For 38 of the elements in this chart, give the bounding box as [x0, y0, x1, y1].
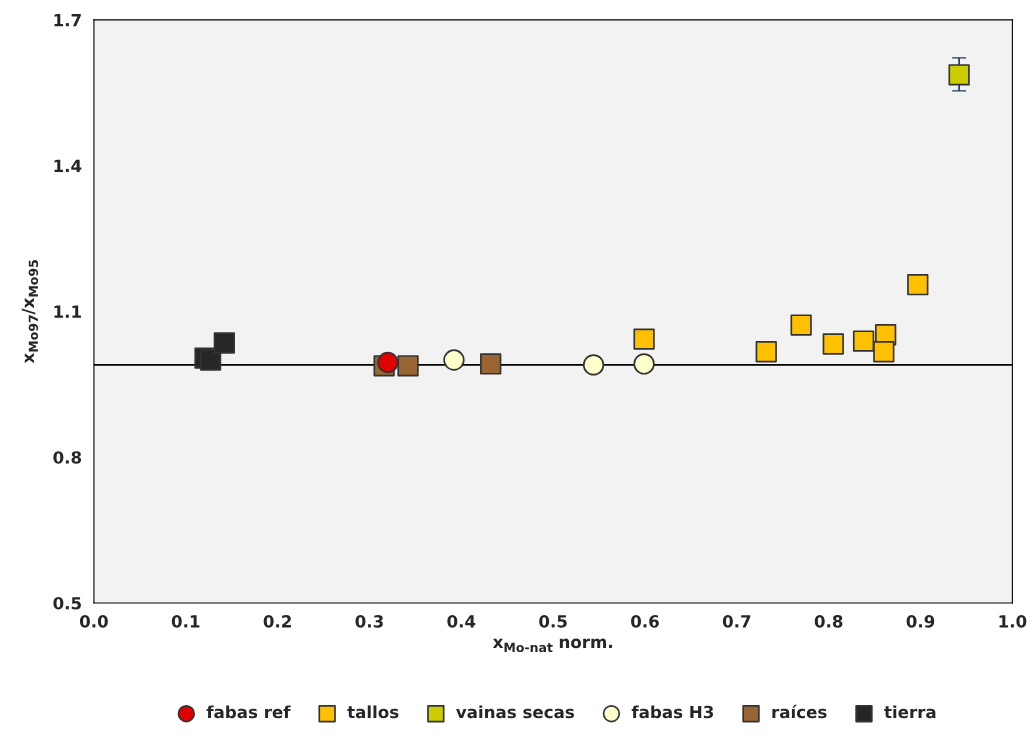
point [852, 330, 875, 352]
point [790, 314, 812, 336]
point [633, 328, 655, 350]
y-tick-label: 1.7 [54, 14, 81, 27]
x-tick-label: 0.9 [906, 615, 935, 628]
point [633, 353, 655, 375]
point [213, 332, 235, 354]
point [582, 354, 605, 376]
point [397, 355, 419, 377]
x-tick-label: 0.2 [263, 615, 291, 628]
legend-label: fabas H3 [631, 705, 714, 719]
x-tick-label: 0.4 [447, 615, 476, 628]
y-tick-label: 1.1 [54, 305, 81, 318]
point [199, 349, 222, 371]
point [907, 274, 929, 296]
legend-label: raíces [772, 704, 827, 719]
point [443, 349, 465, 371]
y-axis-title: xMo97/xMo95 [21, 260, 39, 364]
x-tick-label: 1.0 [999, 615, 1027, 628]
y-tick-label: 0.5 [53, 596, 81, 610]
x-tick-label: 0.6 [631, 615, 659, 628]
point [873, 341, 895, 363]
x-tick-label: 0.8 [814, 615, 843, 628]
x-tick-label: 0.7 [722, 615, 751, 628]
x-tick-label: 0.0 [79, 615, 108, 628]
y-tick-label: 1.4 [54, 159, 82, 173]
x-tick-label: 0.1 [171, 615, 200, 628]
point [480, 353, 502, 375]
legend-label: tallos [347, 705, 399, 719]
point [822, 333, 844, 355]
point [948, 64, 970, 86]
x-tick-label: 0.5 [539, 615, 567, 628]
point [755, 341, 777, 363]
legend-label: tierra [884, 705, 936, 719]
legend-label: fabas ref [206, 705, 291, 719]
x-tick-label: 0.3 [355, 615, 383, 628]
legend-label: vainas secas [456, 705, 574, 719]
y-tick-label: 0.8 [53, 451, 82, 464]
